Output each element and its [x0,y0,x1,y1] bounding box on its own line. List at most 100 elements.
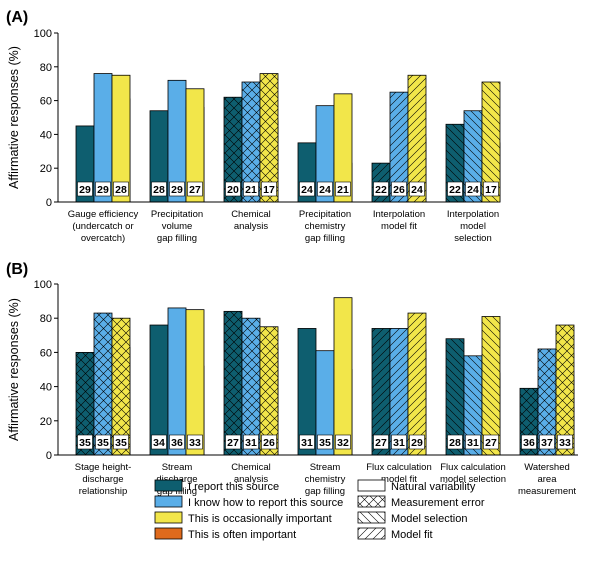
count-label: 22 [449,184,461,196]
count-box [373,181,389,197]
legend-pattern-natural [357,479,386,492]
bar-pattern-overlay [112,318,130,455]
count-label: 34 [153,437,165,449]
category-label: model selection [440,474,506,485]
category-label: Stage height- [75,462,132,473]
count-label: 29 [171,184,183,196]
count-label: 29 [411,437,423,449]
bar-pattern-overlay [76,352,94,455]
count-box [557,434,573,450]
count-box [465,181,481,197]
count-label: 24 [319,184,331,196]
bar-pattern-overlay [482,82,500,202]
count-box [483,181,499,197]
y-tick-label: 80 [40,313,52,325]
y-tick-label: 100 [34,28,52,40]
category-label: analysis [234,474,269,485]
count-box [335,434,351,450]
count-label: 37 [541,437,553,449]
count-box [95,181,111,197]
category-label: Chemical [231,209,271,220]
count-label: 28 [153,184,165,196]
count-box [243,434,259,450]
bar-pattern-overlay [556,325,574,455]
bar-pattern-overlay [464,355,482,455]
count-box [409,181,425,197]
category-label: Flux calculation [366,462,431,473]
category-label: gap filling [157,233,197,244]
count-label: 21 [245,184,257,196]
category-label: chemistry [305,474,346,485]
count-box [447,434,463,450]
panel-a-chart: (A) Affirmative responses (%) 29 29 28 Gauge … [6,9,501,244]
category-label: model [460,221,486,232]
legend-label-occasional: This is occasionally important [188,513,332,525]
count-label: 31 [467,437,479,449]
y-axis-label: Affirmative responses (%) [7,46,21,189]
category-label: gap filling [305,486,345,497]
category-label: Flux calculation [440,462,505,473]
count-box [335,181,351,197]
count-box [465,434,481,450]
count-box [187,434,203,450]
legend-pattern-fill [358,496,385,507]
count-label: 20 [227,184,239,196]
count-label: 31 [301,437,313,449]
count-label: 26 [263,437,275,449]
count-label: 33 [559,437,571,449]
bar-pattern-overlay [94,313,112,455]
y-tick-label: 40 [40,382,52,394]
count-box [261,181,277,197]
category-label: Gauge efficiency [68,209,139,220]
y-axis-label: Affirmative responses (%) [7,298,21,441]
bar-pattern-overlay [464,110,482,202]
count-box [539,434,555,450]
y-tick-label: 20 [40,163,52,175]
count-label: 24 [467,184,479,196]
bar-pattern-overlay [372,328,390,455]
category-label: relationship [79,486,128,497]
y-tick-label: 60 [40,347,52,359]
bar-pattern-overlay [242,318,260,455]
count-label: 31 [245,437,257,449]
count-box [95,434,111,450]
category-label: analysis [234,221,269,232]
count-box [151,434,167,450]
count-box [225,434,241,450]
count-box [373,434,389,450]
category-label: discharge [156,474,197,485]
count-label: 33 [189,437,201,449]
count-box [409,434,425,450]
legend-label-report: I report this source [188,481,279,493]
count-box [521,434,537,450]
count-label: 28 [115,184,127,196]
count-label: 35 [97,437,109,449]
category-label: Interpolation [373,209,425,220]
legend-label-fit: Model fit [391,529,433,541]
y-tick-label: 20 [40,416,52,428]
count-label: 28 [449,437,461,449]
count-box [299,181,315,197]
panel-label: (A) [6,9,28,26]
count-box [243,181,259,197]
count-box [113,181,129,197]
category-label: discharge [82,474,123,485]
count-label: 17 [263,184,275,196]
bar-pattern-overlay [482,316,500,455]
legend-pattern-fill [358,528,385,539]
bar-pattern-overlay [446,338,464,455]
count-label: 31 [393,437,405,449]
count-box [77,181,93,197]
count-label: 27 [189,184,201,196]
count-label: 29 [79,184,91,196]
count-label: 35 [319,437,331,449]
legend-label-natural: Natural variability [391,481,476,493]
